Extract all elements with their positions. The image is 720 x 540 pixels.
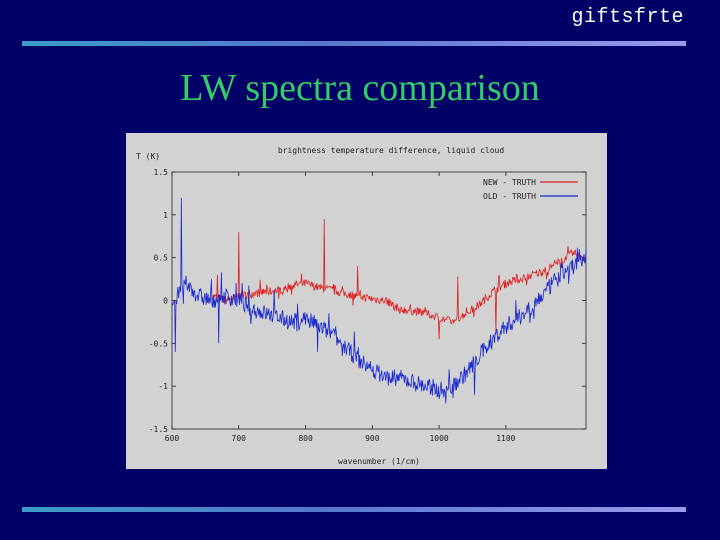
- x-tick-label: 1100: [496, 434, 515, 443]
- x-tick-label: 900: [365, 434, 380, 443]
- y-tick-label: 1.5: [154, 168, 169, 177]
- chart-image: brightness temperature difference, liqui…: [126, 133, 607, 469]
- legend: NEW - TRUTH OLD - TRUTH: [483, 178, 578, 201]
- line-chart: brightness temperature difference, liqui…: [136, 146, 587, 466]
- y-tick-label: -1: [158, 382, 168, 391]
- y-tick-label: 0: [163, 297, 168, 306]
- bottom-divider: [22, 507, 686, 512]
- series-lines: [171, 197, 587, 404]
- x-tick-label: 700: [232, 434, 247, 443]
- x-axis-label: wavenumber (1/cm): [338, 457, 420, 466]
- y-tick-label: 0.5: [154, 254, 169, 263]
- top-divider: [22, 41, 686, 46]
- legend-label: OLD - TRUTH: [483, 192, 536, 201]
- y-tick-label: -1.5: [149, 425, 168, 434]
- chart-title: brightness temperature difference, liqui…: [278, 146, 505, 155]
- y-tick-label: 1: [163, 211, 168, 220]
- y-tick-label: -0.5: [149, 339, 168, 348]
- legend-label: NEW - TRUTH: [483, 178, 536, 187]
- x-tick-label: 1000: [429, 434, 448, 443]
- x-tick-label: 800: [298, 434, 313, 443]
- brand-label: giftsfrte: [571, 6, 684, 29]
- plot-area: [171, 171, 587, 430]
- x-tick-label: 600: [165, 434, 180, 443]
- series-line-old: [171, 197, 587, 404]
- slide-title: LW spectra comparison: [180, 67, 540, 109]
- y-axis-label: T (K): [136, 152, 160, 161]
